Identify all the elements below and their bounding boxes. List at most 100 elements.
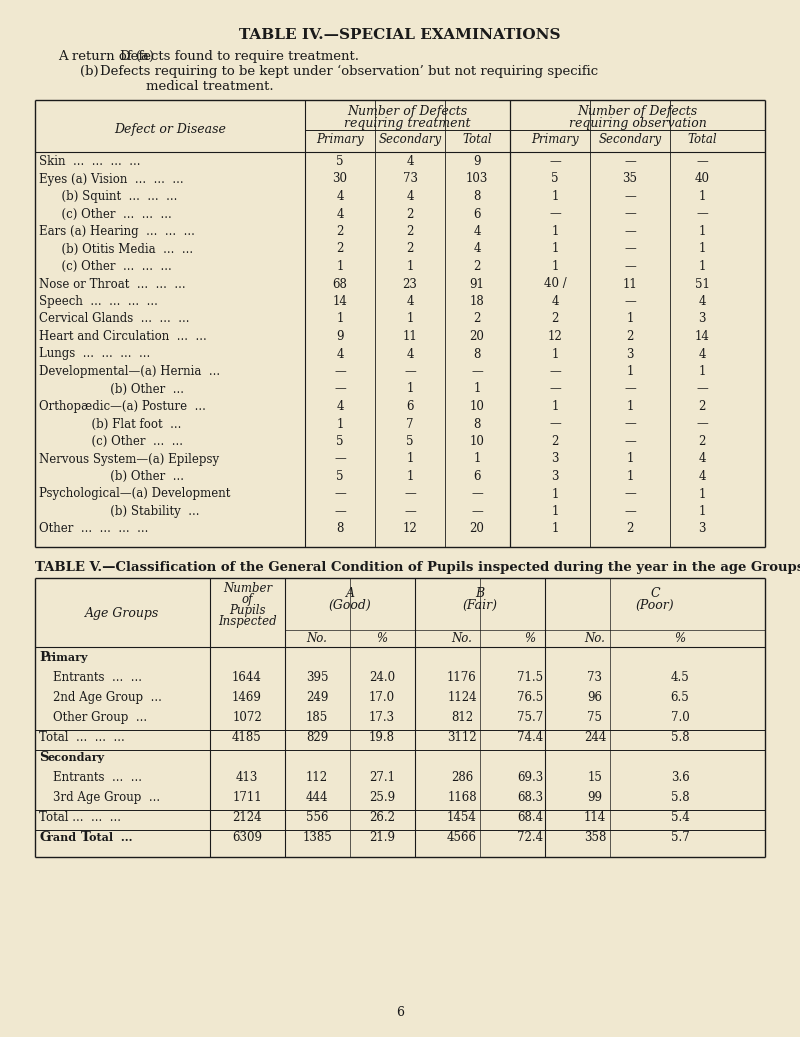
Text: 1: 1 xyxy=(406,260,414,273)
Text: 4: 4 xyxy=(698,452,706,466)
Text: Secondary: Secondary xyxy=(378,133,442,146)
Text: A: A xyxy=(346,587,354,600)
Text: 4: 4 xyxy=(474,225,481,239)
Text: 3112: 3112 xyxy=(447,731,477,744)
Text: 4: 4 xyxy=(336,207,344,221)
Text: Primary: Primary xyxy=(531,133,579,146)
Text: 4: 4 xyxy=(336,190,344,203)
Text: 1: 1 xyxy=(406,470,414,483)
Text: 1: 1 xyxy=(626,400,634,413)
Text: No.: No. xyxy=(306,632,327,645)
Text: 4: 4 xyxy=(336,400,344,413)
Text: 2: 2 xyxy=(406,207,414,221)
Text: —: — xyxy=(624,260,636,273)
Text: 3: 3 xyxy=(698,312,706,326)
Text: 20: 20 xyxy=(470,330,485,343)
Text: Number: Number xyxy=(223,582,272,595)
Text: (c) Other  ...  ...: (c) Other ... ... xyxy=(39,435,183,448)
Text: 1: 1 xyxy=(336,418,344,430)
Text: —: — xyxy=(696,418,708,430)
Text: —: — xyxy=(471,505,483,518)
Text: 1: 1 xyxy=(626,312,634,326)
Text: Total: Total xyxy=(687,133,717,146)
Text: Lungs  ...  ...  ...  ...: Lungs ... ... ... ... xyxy=(39,347,150,361)
Text: TABLE IV.—SPECIAL EXAMINATIONS: TABLE IV.—SPECIAL EXAMINATIONS xyxy=(239,28,561,43)
Text: 1124: 1124 xyxy=(447,691,477,704)
Text: 25.9: 25.9 xyxy=(369,791,395,804)
Text: 1: 1 xyxy=(551,243,558,255)
Text: Inspected: Inspected xyxy=(218,615,277,628)
Text: Ears (a) Hearing  ...  ...  ...: Ears (a) Hearing ... ... ... xyxy=(39,225,195,239)
Text: P: P xyxy=(39,651,49,664)
Text: 4185: 4185 xyxy=(232,731,262,744)
Text: A return of (a): A return of (a) xyxy=(58,50,154,63)
Text: TABLE V.—Classification of the General Condition of Pupils inspected during the : TABLE V.—Classification of the General C… xyxy=(35,561,800,574)
Text: (b) Other  ...: (b) Other ... xyxy=(39,383,184,395)
Text: 4: 4 xyxy=(406,347,414,361)
Text: C: C xyxy=(650,587,660,600)
Text: —: — xyxy=(334,365,346,379)
Text: 1: 1 xyxy=(551,190,558,203)
Text: 8: 8 xyxy=(336,523,344,535)
Text: 71.5: 71.5 xyxy=(517,671,543,684)
Text: 829: 829 xyxy=(306,731,328,744)
Text: 4: 4 xyxy=(406,155,414,168)
Text: 68.4: 68.4 xyxy=(517,811,543,824)
Text: 1: 1 xyxy=(698,365,706,379)
Text: (b) Stability  ...: (b) Stability ... xyxy=(39,505,199,518)
Text: 1: 1 xyxy=(336,312,344,326)
Text: 9: 9 xyxy=(474,155,481,168)
Text: 20: 20 xyxy=(470,523,485,535)
Text: 1176: 1176 xyxy=(447,671,477,684)
Text: —: — xyxy=(624,225,636,239)
Text: 5.8: 5.8 xyxy=(670,731,690,744)
Text: 14: 14 xyxy=(333,295,347,308)
Text: 30: 30 xyxy=(333,172,347,186)
Text: 1: 1 xyxy=(698,505,706,518)
Text: 114: 114 xyxy=(584,811,606,824)
Text: 1: 1 xyxy=(698,190,706,203)
Text: 7: 7 xyxy=(406,418,414,430)
Text: B: B xyxy=(475,587,485,600)
Text: 4: 4 xyxy=(406,190,414,203)
Text: —: — xyxy=(334,487,346,501)
Text: —: — xyxy=(471,487,483,501)
Text: Total: Total xyxy=(462,133,492,146)
Text: Developmental—(a) Hernia  ...: Developmental—(a) Hernia ... xyxy=(39,365,220,379)
Text: —: — xyxy=(549,155,561,168)
Text: —: — xyxy=(549,365,561,379)
Text: 23: 23 xyxy=(402,278,418,290)
Text: 5.8: 5.8 xyxy=(670,791,690,804)
Text: 5.7: 5.7 xyxy=(670,831,690,844)
Text: 75: 75 xyxy=(587,711,602,724)
Text: —: — xyxy=(624,295,636,308)
Text: 8: 8 xyxy=(474,418,481,430)
Text: 244: 244 xyxy=(584,731,606,744)
Text: G: G xyxy=(39,831,50,844)
Text: 249: 249 xyxy=(306,691,328,704)
Text: 75.7: 75.7 xyxy=(517,711,543,724)
Text: Heart and Circulation  ...  ...: Heart and Circulation ... ... xyxy=(39,330,206,343)
Text: 1: 1 xyxy=(698,487,706,501)
Text: 10: 10 xyxy=(470,435,485,448)
Text: 40 /: 40 / xyxy=(544,278,566,290)
Text: 1: 1 xyxy=(551,347,558,361)
Text: Age Groups: Age Groups xyxy=(86,607,160,620)
Text: 1168: 1168 xyxy=(447,791,477,804)
Text: Secondary: Secondary xyxy=(598,133,662,146)
Text: Other  ...  ...  ...  ...: Other ... ... ... ... xyxy=(39,523,148,535)
Text: 3.6: 3.6 xyxy=(670,770,690,784)
Text: —: — xyxy=(696,155,708,168)
Text: 1: 1 xyxy=(551,523,558,535)
Text: %: % xyxy=(525,632,535,645)
Text: 286: 286 xyxy=(451,770,473,784)
Text: S: S xyxy=(39,751,49,764)
Text: 1644: 1644 xyxy=(232,671,262,684)
Text: %: % xyxy=(377,632,387,645)
Text: 2nd Age Group  ...: 2nd Age Group ... xyxy=(53,691,162,704)
Text: —: — xyxy=(624,155,636,168)
Text: 4: 4 xyxy=(406,295,414,308)
Text: 19.8: 19.8 xyxy=(369,731,395,744)
Text: 4.5: 4.5 xyxy=(670,671,690,684)
Text: —: — xyxy=(404,487,416,501)
